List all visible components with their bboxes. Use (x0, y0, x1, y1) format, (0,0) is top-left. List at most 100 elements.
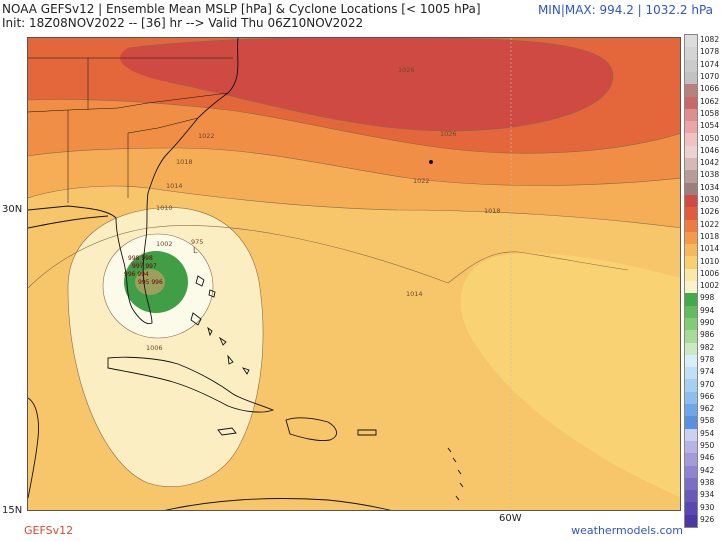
colorbar-label: 974 (700, 367, 715, 377)
colorbar-swatch (685, 391, 697, 405)
colorbar-swatch (685, 59, 697, 73)
coastlines (28, 38, 464, 510)
cyclone-marker: 995 996 (138, 279, 163, 286)
colorbar-swatch (685, 502, 697, 516)
contour-labels: 1026 1026 1022 1022 1018 1018 1014 1014 … (131, 66, 501, 352)
colorbar-label: 1002 (700, 281, 720, 291)
colorbar-swatch (685, 47, 697, 61)
colorbar-label: 1050 (700, 133, 720, 143)
label-1022: 1022 (198, 132, 215, 140)
band-1026 (120, 38, 613, 132)
colorbar-label: 1054 (700, 121, 720, 131)
colorbar-label: 1070 (700, 72, 720, 82)
lon-label-60w: 60W (499, 513, 522, 524)
map-svg: 998 998 997 997 996 994 995 996 1026 102… (28, 38, 680, 510)
colorbar-swatch (685, 121, 697, 134)
colorbar-label: 1014 (700, 244, 720, 254)
colorbar-label: 926 (700, 514, 715, 524)
colorbar-swatch (685, 379, 697, 393)
colorbar-label: 966 (700, 391, 715, 401)
low-symbol: L (193, 246, 198, 255)
colorbar-swatch (685, 231, 697, 245)
colorbar-label: 942 (700, 465, 715, 475)
colorbar-label: 930 (700, 502, 715, 512)
cyclone-markers: 998 998 997 997 996 994 995 996 (124, 255, 163, 286)
colorbar-swatch (685, 305, 697, 319)
title-line-1: NOAA GEFSv12 | Ensemble Mean MSLP [hPa] … (2, 2, 481, 16)
colorbar-label: 978 (700, 354, 715, 364)
colorbar-swatch (685, 354, 697, 368)
colorbar-swatch (685, 207, 697, 220)
label-1018: 1018 (484, 207, 501, 215)
colorbar-label: 954 (700, 428, 715, 438)
pressure-map: 998 998 997 997 996 994 995 996 1026 102… (27, 37, 681, 511)
cyclone-marker: 997 997 (132, 263, 157, 270)
colorbar-label: 1030 (700, 195, 720, 205)
colorbar-label: 958 (700, 416, 715, 426)
colorbar-swatch (685, 317, 697, 331)
isobars (28, 38, 680, 510)
colorbar-swatch (685, 428, 697, 442)
title-line-2: Init: 18Z08NOV2022 -- [36] hr --> Valid … (2, 16, 364, 30)
label-1006: 1006 (146, 344, 163, 352)
site-credit: weathermodels.com (571, 524, 683, 537)
colorbar-swatch (685, 71, 697, 85)
colorbar-label: 994 (700, 305, 715, 315)
colorbar-label: 938 (700, 477, 715, 487)
colorbar-label: 986 (700, 330, 715, 340)
label-1002: 1002 (156, 240, 173, 248)
colorbar-swatch (685, 453, 697, 466)
colorbar-label: 962 (700, 404, 715, 414)
colorbar-swatch (685, 158, 697, 171)
east-lobe (460, 253, 680, 498)
colorbar-swatch (685, 281, 697, 294)
model-label: GEFSv12 (24, 524, 74, 537)
colorbar-swatch (685, 96, 697, 110)
label-975: 975 (191, 238, 203, 246)
colorbar-swatch (685, 490, 697, 503)
colorbar-label: 1018 (700, 231, 720, 241)
colorbar-label: 990 (700, 318, 715, 328)
colorbar-swatch (685, 416, 697, 430)
colorbar-swatch (685, 108, 697, 122)
colorbar-label: 1066 (700, 84, 720, 94)
map-title: NOAA GEFSv12 | Ensemble Mean MSLP [hPa] … (2, 2, 481, 30)
colorbar-swatch (685, 170, 697, 184)
colorbar-swatch (685, 256, 697, 270)
label-1026: 1026 (398, 66, 415, 74)
label-1010: 1010 (156, 204, 173, 212)
colorbar-label: 1058 (700, 108, 720, 118)
colorbar-swatch (685, 404, 697, 417)
colorbar-label: 946 (700, 453, 715, 463)
colorbar-swatch (685, 194, 697, 208)
label-1014: 1014 (166, 182, 183, 190)
colorbar-label: 1074 (700, 59, 720, 69)
colorbar-label: 1078 (700, 47, 720, 57)
colorbar-swatch (685, 133, 697, 147)
colorbar-swatch (685, 84, 697, 97)
cyclone-marker: 998 998 (128, 255, 153, 262)
low-core (135, 269, 165, 295)
colorbar-swatch (685, 465, 697, 479)
label-1022: 1022 (413, 177, 430, 185)
colorbar-label: 950 (700, 441, 715, 451)
colorbar-swatch (685, 440, 697, 454)
colorbar-swatch (685, 182, 697, 196)
colorbar-label: 1046 (700, 145, 720, 155)
colorbar-swatch (685, 367, 697, 380)
colorbar-label: 1062 (700, 96, 720, 106)
lat-label-30n: 30N (2, 204, 23, 215)
colorbar-swatch (685, 268, 697, 282)
colorbar (684, 34, 698, 528)
colorbar-swatch (685, 342, 697, 356)
colorbar-label: 1038 (700, 170, 720, 180)
colorbar-swatch (685, 477, 697, 491)
colorbar-label: 1010 (700, 256, 720, 266)
colorbar-label: 1006 (700, 268, 720, 278)
colorbar-label: 1034 (700, 182, 720, 192)
colorbar-label: 998 (700, 293, 715, 303)
colorbar-swatch (685, 145, 697, 159)
lat-label-15n: 15N (2, 505, 23, 516)
colorbar-swatch (685, 35, 697, 48)
colorbar-swatch (685, 219, 697, 233)
